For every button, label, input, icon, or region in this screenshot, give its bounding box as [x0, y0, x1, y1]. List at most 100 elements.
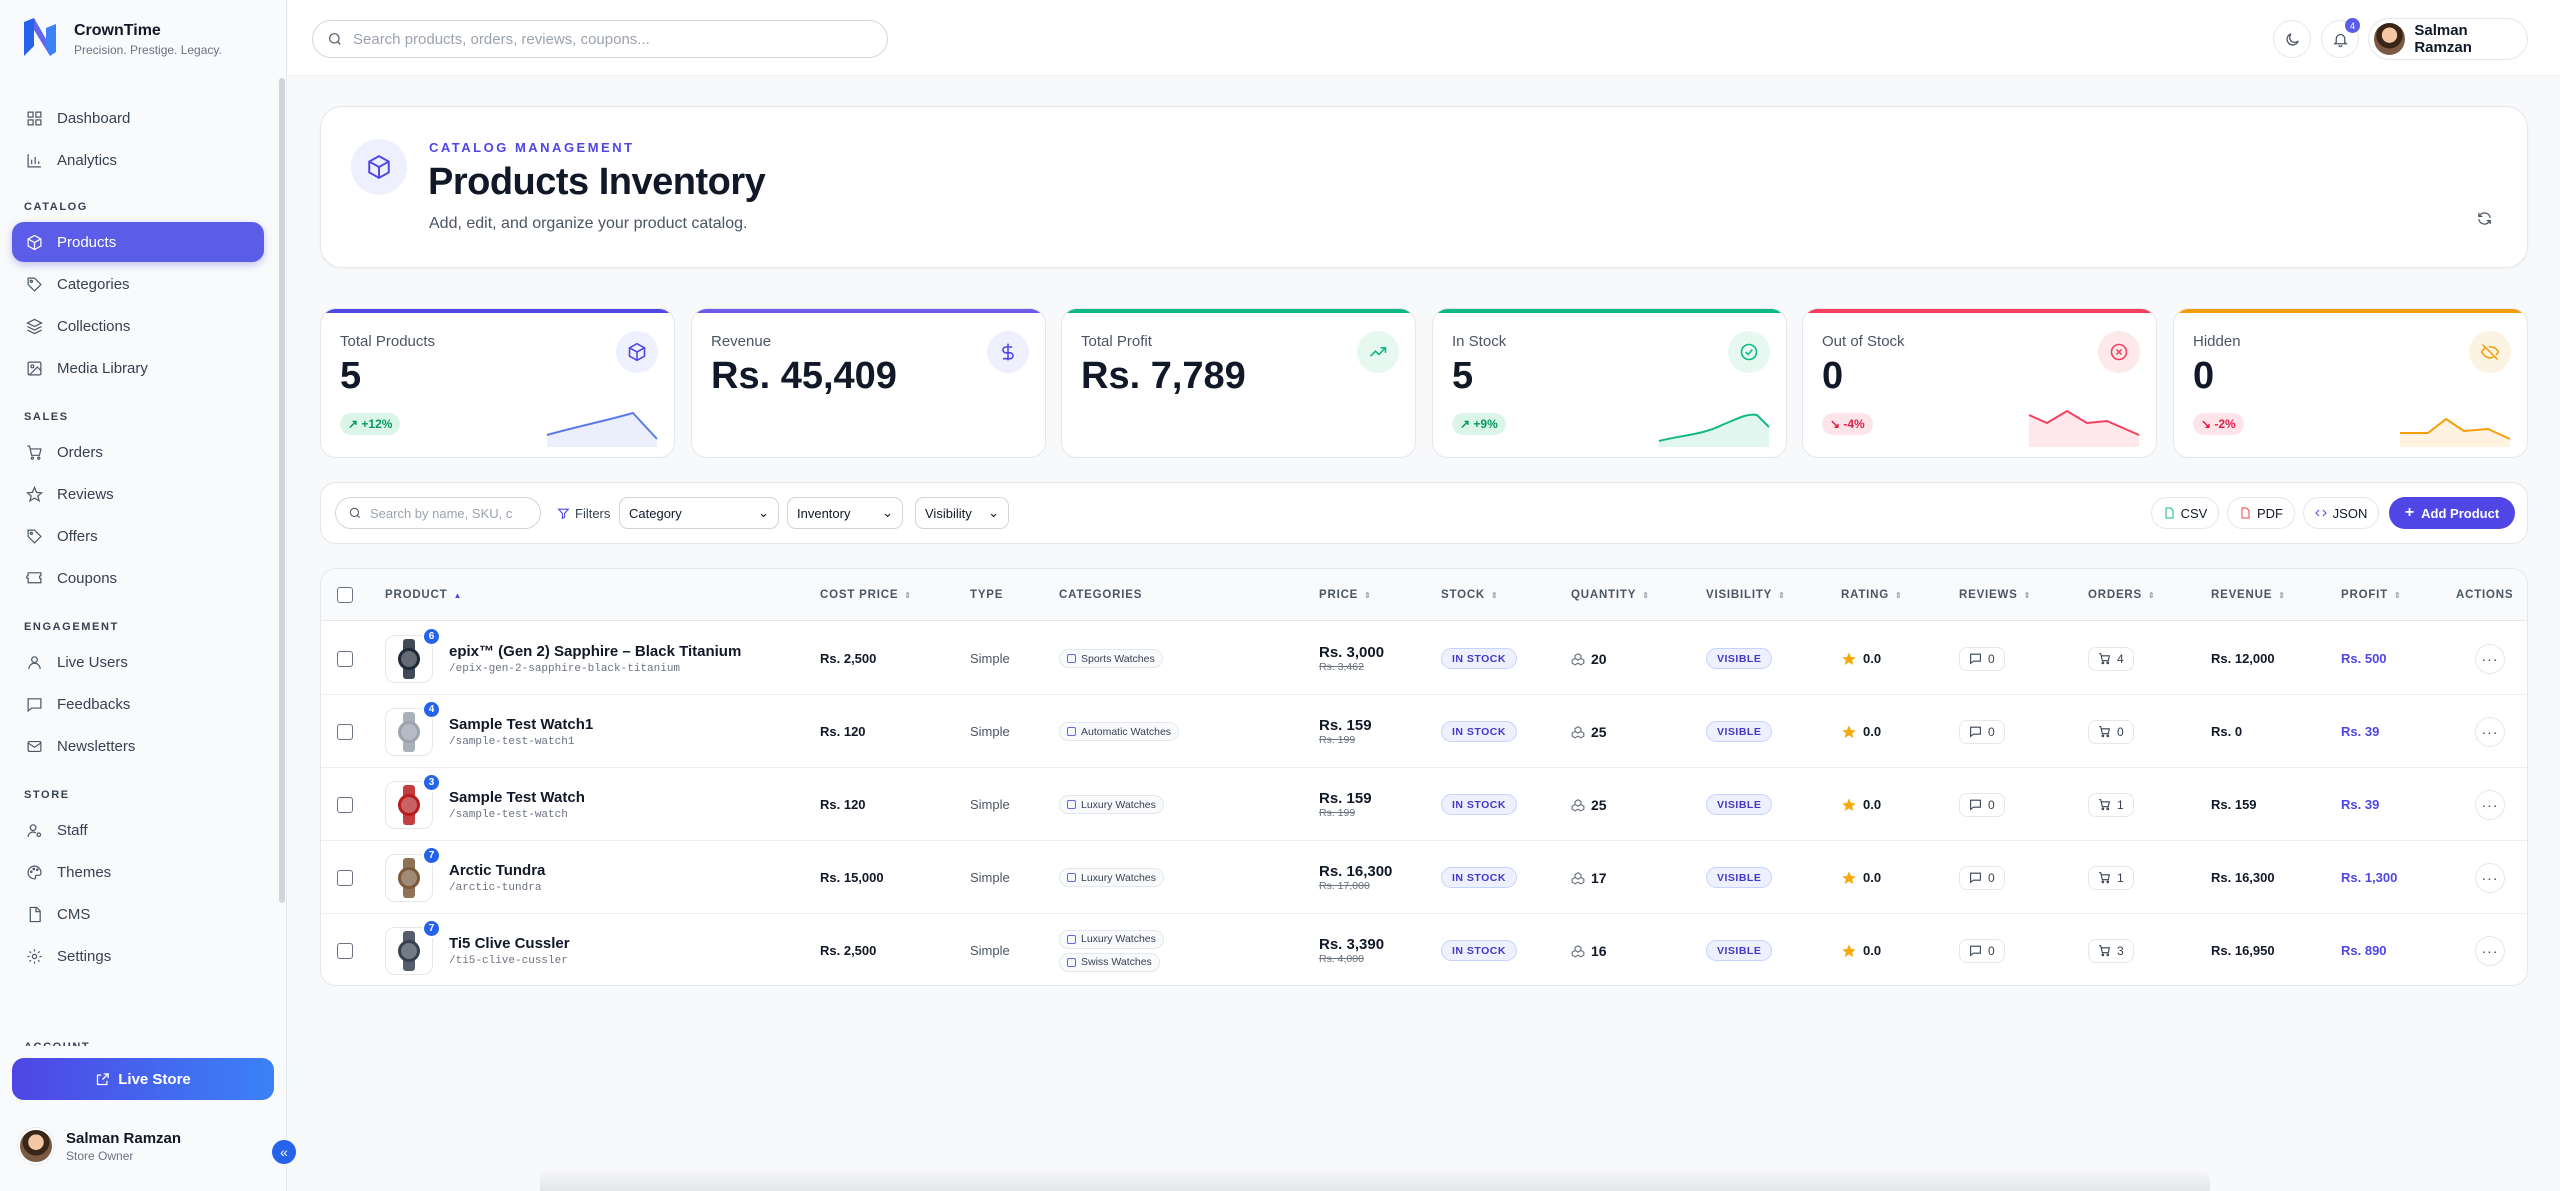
- sidebar-item-media-library[interactable]: Media Library: [12, 348, 264, 388]
- sidebar-profile[interactable]: Salman Ramzan Store Owner: [18, 1128, 181, 1164]
- product-cell: 4 Sample Test Watch1/sample-test-watch1: [385, 695, 593, 768]
- row-actions-button[interactable]: ···: [2475, 716, 2505, 747]
- orders-count[interactable]: 1: [2088, 792, 2134, 817]
- visibility-badge[interactable]: VISIBLE: [1706, 721, 1773, 742]
- select-all-checkbox[interactable]: [337, 587, 353, 603]
- brand[interactable]: CrownTime Precision. Prestige. Legacy.: [20, 14, 222, 64]
- column-header-rating[interactable]: RATING ⇕: [1841, 569, 1903, 621]
- sidebar-item-live-users[interactable]: Live Users: [12, 642, 264, 682]
- collapse-sidebar-button[interactable]: «: [272, 1140, 296, 1164]
- row-checkbox[interactable]: [337, 942, 353, 959]
- user-name: Salman Ramzan: [2414, 22, 2472, 56]
- orders-count[interactable]: 0: [2088, 719, 2134, 744]
- sidebar-item-cms[interactable]: CMS: [12, 894, 264, 934]
- sidebar-item-settings[interactable]: Settings: [12, 936, 264, 976]
- visibility-badge[interactable]: VISIBLE: [1706, 867, 1773, 888]
- category-select[interactable]: Category ⌄: [619, 497, 779, 529]
- product-name[interactable]: Ti5 Clive Cussler: [449, 934, 570, 952]
- row-checkbox[interactable]: [337, 723, 353, 740]
- reviews-count[interactable]: 0: [1959, 865, 2005, 890]
- column-header-price[interactable]: PRICE ⇕: [1319, 569, 1372, 621]
- column-header-stock[interactable]: STOCK ⇕: [1441, 569, 1499, 621]
- add-product-button[interactable]: + Add Product: [2389, 497, 2515, 529]
- price-block: Rs. 159 Rs. 199: [1319, 790, 1372, 819]
- row-actions-button[interactable]: ···: [2475, 643, 2505, 674]
- sidebar-item-feedbacks[interactable]: Feedbacks: [12, 684, 264, 724]
- export-csv-button[interactable]: CSV: [2151, 497, 2219, 529]
- export-json-button[interactable]: JSON: [2303, 497, 2379, 529]
- sidebar-item-label: Orders: [57, 443, 103, 461]
- product-name[interactable]: Sample Test Watch1: [449, 715, 594, 733]
- orders-count[interactable]: 1: [2088, 865, 2134, 890]
- reviews-count[interactable]: 0: [1959, 646, 2005, 671]
- table-row[interactable]: 7 Arctic Tundra/arctic-tundra Rs. 15,000 Si…: [321, 841, 2527, 914]
- sidebar-item-staff[interactable]: Staff: [12, 810, 264, 850]
- column-header-cost-price[interactable]: COST PRICE ⇕: [820, 569, 912, 621]
- row-checkbox[interactable]: [337, 796, 353, 813]
- column-header-revenue[interactable]: REVENUE ⇕: [2211, 569, 2286, 621]
- sidebar-item-products[interactable]: Products: [12, 222, 264, 262]
- sidebar-item-collections[interactable]: Collections: [12, 306, 264, 346]
- column-header-orders[interactable]: ORDERS ⇕: [2088, 569, 2156, 621]
- sidebar-item-categories[interactable]: Categories: [12, 264, 264, 304]
- sidebar-scrollbar[interactable]: [279, 78, 285, 903]
- orders-count[interactable]: 3: [2088, 938, 2134, 963]
- reviews-count[interactable]: 0: [1959, 938, 2005, 963]
- table-row[interactable]: 3 Sample Test Watch/sample-test-watch Rs. …: [321, 768, 2527, 841]
- product-name[interactable]: Arctic Tundra: [449, 861, 546, 879]
- sidebar-item-newsletters[interactable]: Newsletters: [12, 726, 264, 766]
- row-checkbox[interactable]: [337, 869, 353, 886]
- row-actions-button[interactable]: ···: [2475, 789, 2505, 820]
- column-header-product[interactable]: PRODUCT ▲: [385, 569, 462, 621]
- inventory-select[interactable]: Inventory ⌄: [787, 497, 903, 529]
- product-thumbnail[interactable]: 3: [385, 772, 441, 829]
- product-search[interactable]: [335, 497, 541, 529]
- product-search-input[interactable]: [370, 505, 530, 521]
- column-header-profit[interactable]: PROFIT ⇕: [2341, 569, 2401, 621]
- reviews-count[interactable]: 0: [1959, 719, 2005, 744]
- visibility-badge[interactable]: VISIBLE: [1706, 794, 1773, 815]
- column-header-quantity[interactable]: QUANTITY ⇕: [1571, 569, 1650, 621]
- notifications-button[interactable]: 4: [2321, 18, 2360, 58]
- reviews-count[interactable]: 0: [1959, 792, 2005, 817]
- row-checkbox[interactable]: [337, 650, 353, 667]
- orders-count[interactable]: 4: [2088, 646, 2134, 671]
- product-slug: /ti5-clive-cussler: [449, 954, 568, 967]
- table-row[interactable]: 7 Ti5 Clive Cussler/ti5-clive-cussler Rs. …: [321, 914, 2527, 985]
- product-name[interactable]: epix™ (Gen 2) Sapphire – Black Titanium: [449, 642, 742, 660]
- sidebar-item-analytics[interactable]: Analytics: [12, 140, 264, 180]
- column-header-reviews[interactable]: REVIEWS ⇕: [1959, 569, 2031, 621]
- chevron-down-icon: ⌄: [758, 505, 769, 520]
- product-thumbnail[interactable]: 4: [385, 699, 441, 756]
- product-thumbnail[interactable]: 7: [385, 918, 441, 975]
- product-thumbnail[interactable]: 6: [385, 626, 441, 683]
- table-row[interactable]: 4 Sample Test Watch1/sample-test-watch1 Rs…: [321, 695, 2527, 768]
- product-name[interactable]: Sample Test Watch: [449, 788, 585, 806]
- categories-cell: Luxury Watches Swiss Watches: [1059, 914, 1164, 985]
- box-icon: [351, 139, 407, 195]
- refresh-button[interactable]: [2469, 203, 2499, 233]
- row-actions-button[interactable]: ···: [2475, 935, 2505, 966]
- table-row[interactable]: 6 epix™ (Gen 2) Sapphire – Black Titanium…: [321, 622, 2527, 695]
- sidebar-item-coupons[interactable]: Coupons: [12, 558, 264, 598]
- live-store-button[interactable]: Live Store: [12, 1058, 274, 1100]
- page-kicker: CATALOG MANAGEMENT: [429, 140, 635, 155]
- sidebar-item-orders[interactable]: Orders: [12, 432, 264, 472]
- user-menu-button[interactable]: Salman Ramzan: [2368, 18, 2528, 60]
- row-actions-button[interactable]: ···: [2475, 862, 2505, 893]
- export-pdf-button[interactable]: PDF: [2227, 497, 2295, 529]
- visibility-badge[interactable]: VISIBLE: [1706, 648, 1773, 669]
- sidebar-item-offers[interactable]: Offers: [12, 516, 264, 556]
- sidebar-item-dashboard[interactable]: Dashboard: [12, 98, 264, 138]
- visibility-select[interactable]: Visibility ⌄: [915, 497, 1009, 529]
- sidebar-item-reviews[interactable]: Reviews: [12, 474, 264, 514]
- product-thumbnail[interactable]: 7: [385, 845, 441, 902]
- sidebar-item-themes[interactable]: Themes: [12, 852, 264, 892]
- global-search-input[interactable]: [353, 30, 873, 48]
- visibility-badge[interactable]: VISIBLE: [1706, 940, 1773, 961]
- filters-button[interactable]: Filters: [549, 497, 618, 529]
- global-search[interactable]: [312, 20, 888, 58]
- theme-toggle-button[interactable]: [2273, 20, 2311, 58]
- reviews-cell: 0: [1959, 622, 2005, 695]
- column-header-visibility[interactable]: VISIBILITY ⇕: [1706, 569, 1786, 621]
